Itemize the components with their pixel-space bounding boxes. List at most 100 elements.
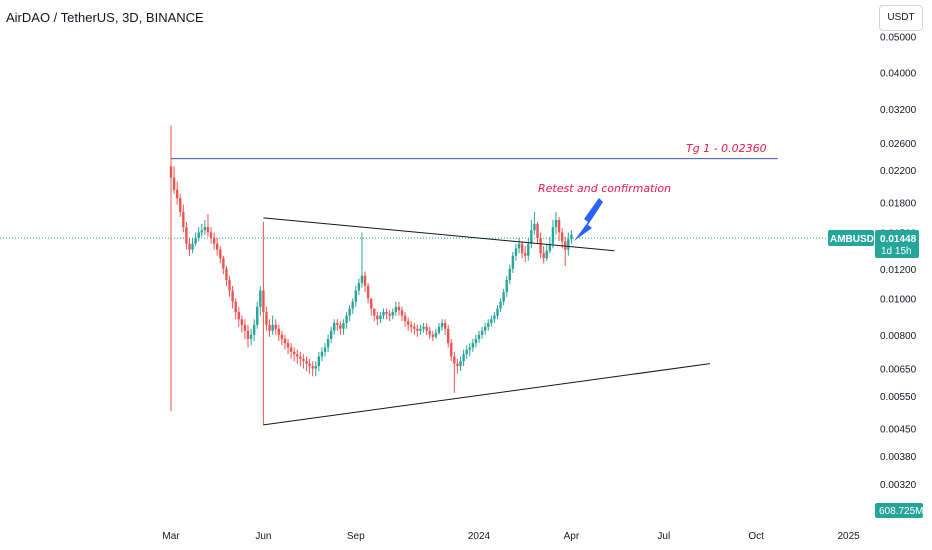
candle-body xyxy=(351,301,354,309)
x-tick-label: Mar xyxy=(162,531,180,542)
candle-body xyxy=(431,334,434,337)
candle-body xyxy=(437,326,441,333)
candle-body xyxy=(246,330,250,339)
candle-body xyxy=(567,239,570,250)
candle-body xyxy=(468,347,471,350)
candle-body xyxy=(434,332,438,337)
y-tick-label: 0.00800 xyxy=(880,331,917,342)
candle-body xyxy=(333,323,336,331)
candle-body xyxy=(425,326,428,331)
y-tick-label: 0.00650 xyxy=(880,365,917,376)
candle-body xyxy=(560,232,564,242)
candle-body xyxy=(277,328,280,335)
x-tick-label: Sep xyxy=(347,531,365,542)
retest-label: Retest and confirmation xyxy=(538,182,671,195)
y-tick-label: 0.01200 xyxy=(880,265,917,276)
candle-body xyxy=(410,324,413,327)
candle-body xyxy=(311,366,314,369)
candle-body xyxy=(520,243,524,254)
candle-body xyxy=(493,315,496,320)
candle-body xyxy=(175,189,179,199)
price-tag: AMBUSDT 0.01448 1d 15h xyxy=(828,230,919,258)
candle-body xyxy=(373,308,376,316)
candle-body xyxy=(280,334,284,339)
x-tick-label: Jul xyxy=(657,531,670,542)
candle-body xyxy=(256,306,259,325)
candle-body xyxy=(354,290,357,302)
candle-body xyxy=(366,285,370,299)
candle-body xyxy=(268,324,271,331)
candle-body xyxy=(440,323,444,327)
candle-body xyxy=(216,243,219,250)
y-tick-label: 0.03200 xyxy=(880,105,917,116)
candle-body xyxy=(545,250,548,259)
candle-body xyxy=(554,219,558,228)
candle-body xyxy=(357,282,361,291)
drawings xyxy=(171,158,778,426)
y-tick-label: 0.05000 xyxy=(880,32,917,43)
candle-body xyxy=(262,290,265,313)
axes: 0.05000 0.04000 0.03200 0.02600 0.02200 0.018… xyxy=(162,32,916,542)
candle-body xyxy=(514,248,518,256)
candle-body xyxy=(299,356,302,359)
candle-body xyxy=(416,328,419,331)
candle-body xyxy=(231,290,234,302)
candle-body xyxy=(456,363,459,367)
candle-body xyxy=(536,223,539,238)
candle-body xyxy=(385,312,388,314)
y-tick-label: 0.04000 xyxy=(880,69,917,80)
candle-body xyxy=(249,334,253,339)
y-tick-label: 0.02200 xyxy=(880,166,917,177)
candle-body xyxy=(323,347,327,352)
candle-body xyxy=(530,230,533,244)
candle-body xyxy=(480,330,484,335)
candle-body xyxy=(305,361,308,364)
candle-body xyxy=(336,323,339,325)
x-tick-label: 2024 xyxy=(468,531,491,542)
candle-body xyxy=(394,306,398,313)
x-tick-label: 2025 xyxy=(837,531,860,542)
candle-body xyxy=(403,315,407,322)
candle-body xyxy=(296,354,299,357)
candle-body xyxy=(234,301,237,313)
candle-body xyxy=(397,306,401,311)
candle-body xyxy=(406,321,410,325)
candle-body xyxy=(200,230,203,233)
candle-body xyxy=(339,324,342,329)
candle-body xyxy=(517,243,521,249)
candle-body xyxy=(382,312,385,316)
candle-body xyxy=(237,312,240,320)
y-tick-label: 0.00450 xyxy=(880,424,917,435)
candle-body xyxy=(172,177,176,190)
candle-body xyxy=(179,198,182,213)
candle-body xyxy=(391,312,394,316)
currency-button[interactable]: USDT xyxy=(879,5,923,31)
candle-body xyxy=(302,358,305,362)
candle-body xyxy=(271,324,274,331)
x-tick-label: Apr xyxy=(564,531,580,542)
candle-body xyxy=(527,243,530,256)
candle-body xyxy=(557,219,561,233)
candle-body xyxy=(206,227,210,233)
candle-body xyxy=(317,356,321,367)
candle-body xyxy=(505,279,508,293)
support-trendline xyxy=(263,363,711,426)
candle-body xyxy=(209,232,213,238)
candle-body xyxy=(225,268,228,280)
candle-body xyxy=(219,249,222,259)
candle-body xyxy=(462,354,465,362)
candle-body xyxy=(487,323,490,327)
candle-body xyxy=(289,347,293,352)
volume-tag: 608.725M xyxy=(875,503,923,518)
candle-body xyxy=(363,275,367,286)
price-tag-price: 0.01448 xyxy=(880,234,917,245)
y-tick-label: 0.01000 xyxy=(880,294,917,305)
candle-body xyxy=(308,363,311,367)
chart-title: AirDAO / TetherUS, 3D, BINANCE xyxy=(6,10,204,25)
candle-body xyxy=(459,361,462,367)
candle-body xyxy=(548,243,552,251)
candle-body xyxy=(286,343,290,348)
candle-body xyxy=(194,237,197,244)
candle-body xyxy=(329,330,333,339)
